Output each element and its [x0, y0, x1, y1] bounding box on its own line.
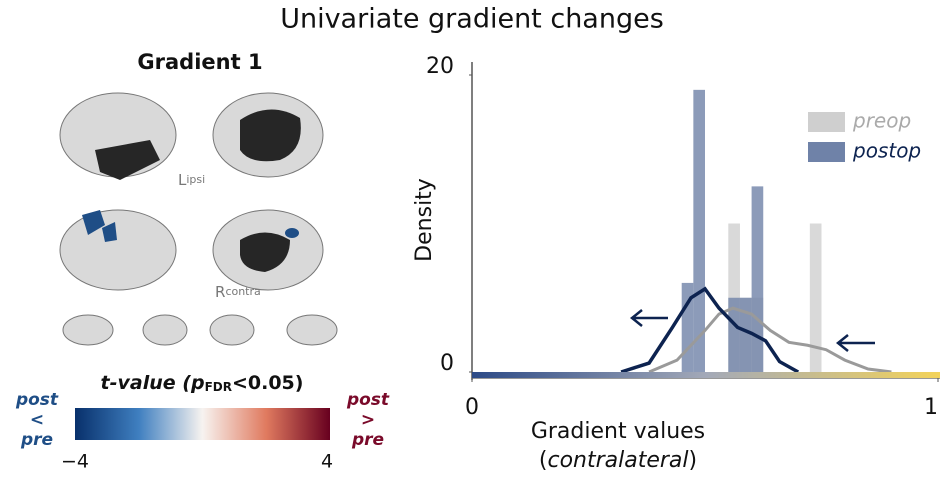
x-tick-label: 1: [924, 395, 938, 420]
bar: [809, 223, 822, 372]
colorbar-tick-label: 4: [321, 451, 333, 473]
bar: [739, 297, 752, 372]
legend-label: postop: [852, 139, 921, 163]
y-tick-label: 20: [426, 54, 454, 79]
title: Univariate gradient changes: [280, 4, 664, 35]
colorbar-high-label: post: [346, 390, 390, 410]
brain-label: Rcontra: [215, 283, 261, 301]
colorbar-tick-label: −4: [61, 451, 89, 473]
density-curve: [648, 306, 892, 374]
arrows: [629, 309, 875, 352]
colorbar: [75, 408, 330, 440]
bar: [728, 297, 740, 372]
y-axis-label: Density: [412, 178, 437, 262]
y-tick-label: 0: [440, 351, 454, 376]
brain-label: Lipsi: [178, 171, 205, 189]
colorbar-low-label: <: [30, 410, 44, 430]
legend-label: preop: [852, 109, 911, 133]
brains: [59, 92, 338, 346]
colorbar-high-label: >: [361, 410, 375, 430]
x-tick-label: 0: [465, 395, 479, 420]
colorbar-title: t-value (pFDR<0.05): [101, 372, 304, 394]
legend-swatch: [808, 112, 845, 132]
bar: [681, 282, 694, 372]
density-curve: [620, 286, 800, 374]
colorbar-high-label: pre: [351, 430, 384, 450]
x-axis-label: (contralateral): [539, 448, 697, 473]
bar: [693, 89, 705, 372]
bar: [751, 186, 764, 372]
colorbar-low-label: post: [15, 390, 59, 410]
colorbar-low-label: pre: [20, 430, 53, 450]
plot: [620, 89, 892, 374]
baseline-band: [472, 372, 940, 378]
x-axis-label: Gradient values: [531, 419, 705, 444]
panel-title: Gradient 1: [137, 50, 262, 74]
legend-swatch: [808, 142, 845, 162]
